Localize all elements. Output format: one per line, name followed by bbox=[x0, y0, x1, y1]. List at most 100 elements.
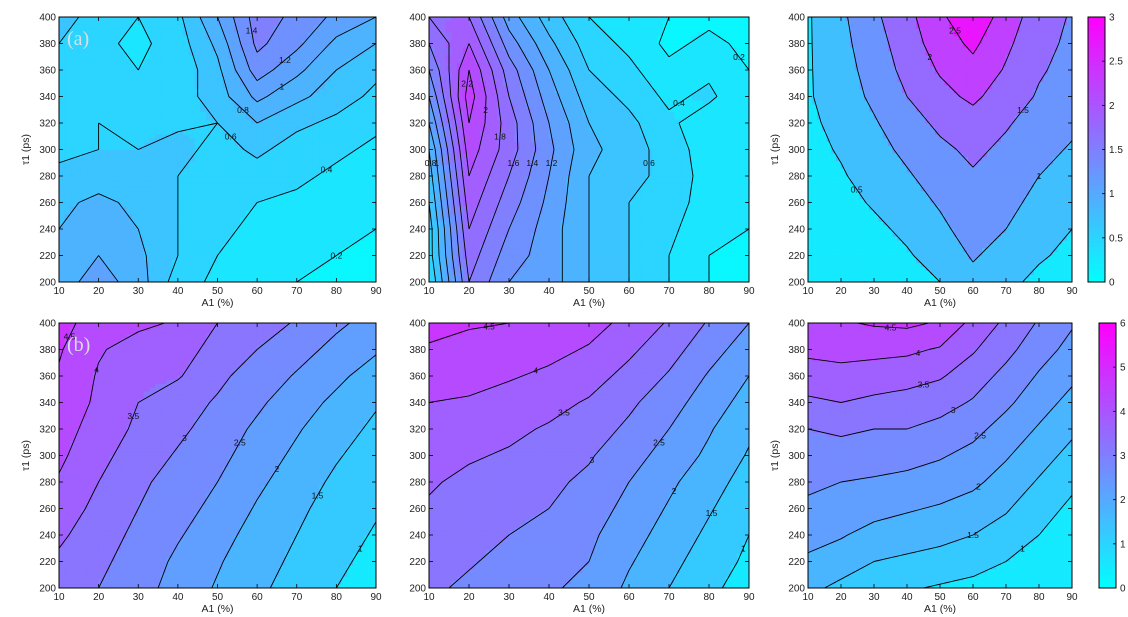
contour-line bbox=[658, 17, 749, 282]
contour-lines bbox=[811, 17, 1072, 282]
x-axis-label: A1 (%) bbox=[573, 297, 605, 309]
contour-line bbox=[923, 495, 1072, 588]
contour-label: 1 bbox=[434, 158, 439, 168]
contour-label: 3.5 bbox=[558, 407, 570, 417]
y-tick-label: 380 bbox=[39, 39, 56, 50]
contour-label: 1.5 bbox=[967, 530, 979, 540]
contour-panel: 1 1.5 2 2.5 3 3.5 4 4.5 10 20 30 40 50 60 70 80 90 200 220… bbox=[769, 319, 1078, 616]
x-tick-label: 80 bbox=[331, 592, 343, 603]
contour-line bbox=[157, 323, 350, 588]
y-tick-label: 220 bbox=[788, 557, 805, 568]
contour-label: 1.8 bbox=[494, 131, 506, 141]
axis-ticks: 10 20 30 40 50 60 70 80 90 200 220 240 260 280 300 320 3… bbox=[39, 13, 382, 298]
colorbar-tick-label: 0.5 bbox=[1109, 233, 1123, 244]
contour-line bbox=[668, 446, 749, 588]
x-tick-label: 50 bbox=[934, 592, 946, 603]
contour-fill bbox=[808, 17, 1072, 282]
x-tick-label: 60 bbox=[967, 592, 979, 603]
contour-label: 2.5 bbox=[653, 437, 665, 447]
y-tick-label: 260 bbox=[788, 504, 805, 515]
x-tick-label: 50 bbox=[583, 592, 595, 603]
x-tick-label: 60 bbox=[623, 592, 635, 603]
contour-line bbox=[429, 17, 555, 282]
contour-line bbox=[808, 323, 966, 364]
colorbar-tick-label: 2.5 bbox=[1109, 57, 1123, 68]
contour-label: 2 bbox=[672, 486, 677, 496]
contour-label: 1.2 bbox=[546, 158, 558, 168]
y-tick-label: 380 bbox=[409, 39, 426, 50]
y-tick-label: 280 bbox=[788, 478, 805, 489]
y-tick-label: 240 bbox=[39, 225, 56, 236]
y-tick-label: 280 bbox=[39, 478, 56, 489]
x-tick-label: 90 bbox=[743, 592, 755, 603]
y-tick-label: 220 bbox=[39, 557, 56, 568]
contour-line bbox=[915, 17, 1023, 106]
contour-line bbox=[620, 375, 749, 588]
contour-label: 2 bbox=[927, 52, 932, 62]
contour-labels: 1 1.5 2 2.5 3 3.5 4 4.5 bbox=[483, 321, 746, 553]
y-tick-label: 240 bbox=[409, 531, 426, 542]
contour-line bbox=[78, 17, 376, 282]
contour-line bbox=[946, 17, 994, 55]
contour-line bbox=[429, 17, 575, 282]
x-tick-label: 80 bbox=[1033, 592, 1045, 603]
x-tick-label: 30 bbox=[133, 286, 145, 297]
x-tick-label: 20 bbox=[463, 592, 475, 603]
contour-line bbox=[59, 17, 376, 282]
x-axis-label: A1 (%) bbox=[201, 603, 233, 615]
contour-fill bbox=[59, 323, 376, 588]
axis-ticks: 10 20 30 40 50 60 70 80 90 200 220 240 260 280 300 320 3… bbox=[409, 13, 755, 298]
contour-label: 0.2 bbox=[733, 52, 745, 62]
contour-label: 0.8 bbox=[425, 158, 437, 168]
x-tick-label: 60 bbox=[967, 286, 979, 297]
contour-line bbox=[721, 534, 749, 588]
colorbar-tick-label: 2 bbox=[1109, 101, 1115, 112]
y-axis-label: τ1 (ps) bbox=[769, 134, 781, 165]
y-tick-label: 340 bbox=[39, 398, 56, 409]
x-tick-label: 60 bbox=[252, 286, 264, 297]
y-tick-label: 200 bbox=[788, 584, 805, 595]
contour-line bbox=[429, 17, 519, 282]
x-tick-label: 40 bbox=[543, 286, 555, 297]
contour-line bbox=[232, 17, 327, 81]
contour-label: 2 bbox=[275, 464, 280, 474]
contour-line bbox=[808, 323, 1000, 403]
y-tick-label: 400 bbox=[39, 13, 56, 24]
y-tick-label: 220 bbox=[409, 557, 426, 568]
contour-fill bbox=[429, 323, 749, 588]
contour-label: 1.5 bbox=[1017, 105, 1029, 115]
contour-label: 0.8 bbox=[237, 105, 249, 115]
y-tick-label: 360 bbox=[39, 372, 56, 383]
x-tick-label: 70 bbox=[663, 286, 675, 297]
x-tick-label: 90 bbox=[370, 286, 382, 297]
y-tick-label: 200 bbox=[39, 278, 56, 289]
contour-line bbox=[336, 521, 376, 588]
axis-ticks: 10 20 30 40 50 60 70 80 90 200 220 240 260 280 300 320 3… bbox=[409, 319, 755, 604]
x-axis-label: A1 (%) bbox=[573, 603, 605, 615]
y-tick-label: 240 bbox=[409, 225, 426, 236]
panel-label: (a) bbox=[67, 28, 89, 50]
contour-fill bbox=[808, 323, 1072, 588]
x-tick-label: 10 bbox=[802, 592, 814, 603]
contour-label: 1 bbox=[358, 543, 363, 553]
contour-label: 3 bbox=[590, 455, 595, 465]
contour-panel: 1 1.5 2 2.5 3 3.5 4 4.5 10 20 30 40 50 60 70 80 90 200 220… bbox=[20, 319, 382, 616]
contour-line bbox=[429, 323, 510, 344]
y-tick-label: 220 bbox=[409, 251, 426, 262]
contour-label: 2.5 bbox=[974, 431, 986, 441]
contour-label: 1 bbox=[1020, 543, 1025, 553]
y-tick-label: 240 bbox=[788, 531, 805, 542]
axis-ticks: 10 20 30 40 50 60 70 80 90 200 220 240 260 280 300 320 3… bbox=[39, 319, 382, 604]
y-tick-label: 260 bbox=[39, 198, 56, 209]
y-tick-label: 300 bbox=[409, 451, 426, 462]
x-tick-label: 70 bbox=[1000, 592, 1012, 603]
y-tick-label: 320 bbox=[788, 425, 805, 436]
contour-line bbox=[808, 386, 1072, 554]
contour-labels: 0.2 0.4 0.6 0.81 1.2 1.4 1.6 1.8 2 2.2 bbox=[425, 52, 746, 168]
contour-label: 0.6 bbox=[225, 131, 237, 141]
y-tick-label: 240 bbox=[39, 531, 56, 542]
x-tick-label: 70 bbox=[291, 592, 303, 603]
contour-line bbox=[429, 17, 502, 230]
contour-line bbox=[59, 323, 77, 363]
